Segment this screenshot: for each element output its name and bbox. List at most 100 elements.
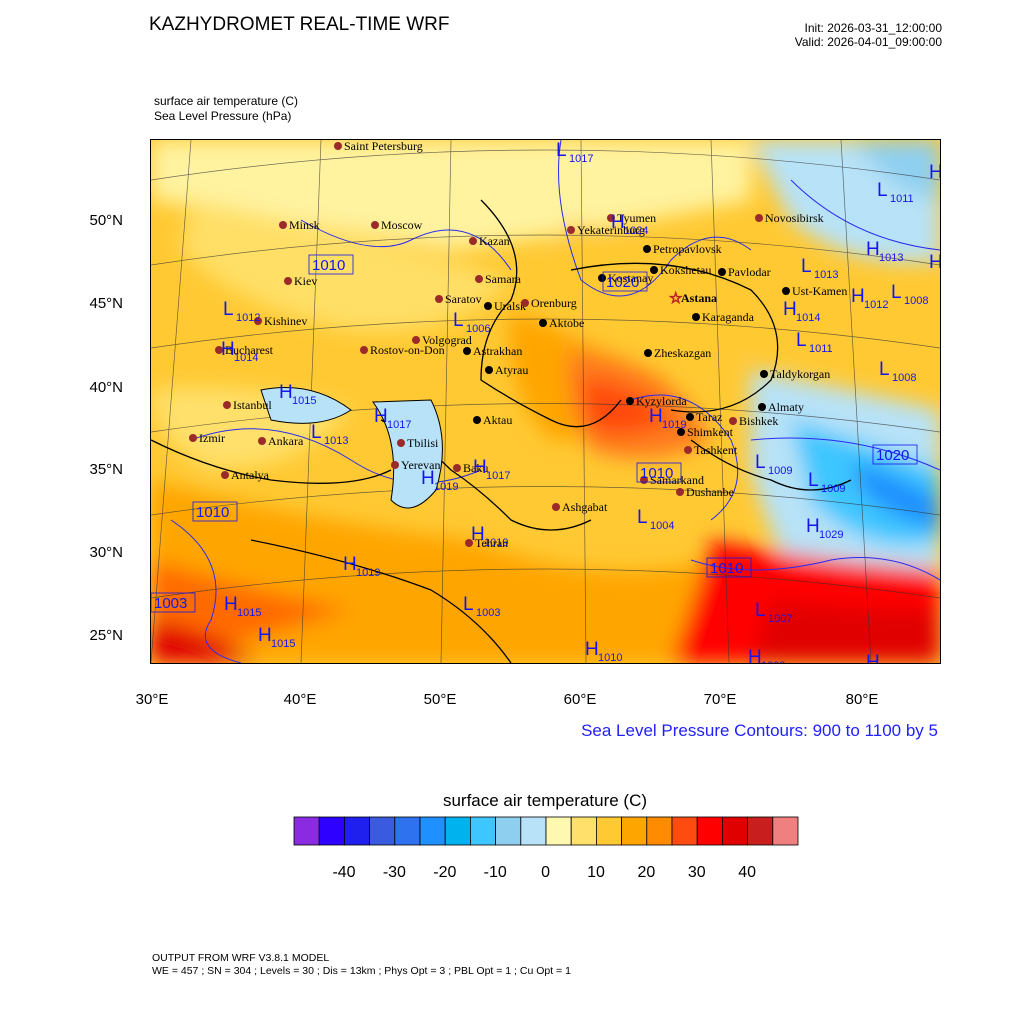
isobar-labels: 1010 1020 1010 1010 1020 1010 1003 <box>151 254 918 613</box>
city-marker: Petropavlovsk <box>643 242 722 256</box>
svg-text:1013: 1013 <box>324 435 348 447</box>
high-pressure-label: H 1010 <box>585 639 622 663</box>
city-marker: Volgograd <box>412 333 472 347</box>
city-marker: Taldykorgan <box>760 367 830 381</box>
colorbar-tick-label: -40 <box>332 864 356 881</box>
svg-text:1010: 1010 <box>598 652 622 663</box>
city-marker: Pavlodar <box>718 265 771 279</box>
city-label: Kiev <box>294 274 317 288</box>
high-pressure-label: H 1024 <box>611 212 648 237</box>
colorbar-swatch <box>570 816 597 846</box>
city-marker: Tehran <box>465 536 508 550</box>
city-label: Atyrau <box>495 363 528 377</box>
city-label: Kyzylorda <box>636 394 687 408</box>
city-marker: Kishinev <box>254 314 307 328</box>
city-label: Ankara <box>268 434 304 448</box>
svg-text:1024: 1024 <box>624 225 648 237</box>
colorbar-swatch <box>747 816 774 846</box>
city-label: Orenburg <box>531 296 577 310</box>
high-pressure-label: H 1015 <box>279 382 316 407</box>
city-marker: Ankara <box>258 434 304 448</box>
svg-text:H: H <box>421 468 435 489</box>
svg-text:H: H <box>224 594 238 615</box>
lon-label: 30°E <box>135 691 169 708</box>
colorbar-swatch <box>696 816 723 846</box>
svg-text:L: L <box>463 594 474 615</box>
low-pressure-label: L 1008 <box>891 282 928 307</box>
colorbar <box>293 816 799 846</box>
chart-title: KAZHYDROMET REAL-TIME WRF <box>149 14 450 35</box>
colorbar-tick-label: 40 <box>738 864 757 881</box>
svg-text:H: H <box>585 639 599 660</box>
city-marker: Novosibirsk <box>755 211 824 225</box>
colorbar-swatch <box>394 816 421 846</box>
city-label: Taldykorgan <box>770 367 830 381</box>
city-marker: Antalya <box>221 468 270 482</box>
low-pressure-label: L 1011 <box>796 330 833 355</box>
colorbar-swatch <box>495 816 522 846</box>
high-pressure-label: H1009 <box>748 647 785 663</box>
svg-text:☆: ☆ <box>669 290 682 307</box>
caspian-sea <box>372 399 443 509</box>
city-label: Karaganda <box>702 310 755 324</box>
city-marker: Tashkent <box>684 443 738 457</box>
slp-contour-note: Sea Level Pressure Contours: 900 to 1100… <box>581 721 938 740</box>
svg-text:L: L <box>311 422 322 443</box>
city-marker: Samara <box>475 272 522 286</box>
city-marker: Bucharest <box>215 343 274 357</box>
city-label: Astrakhan <box>473 344 522 358</box>
city-label: Shimkent <box>687 425 734 439</box>
high-pressure-label: H1018 <box>866 652 880 663</box>
svg-text:1017: 1017 <box>387 419 411 431</box>
borders <box>151 199 852 663</box>
city-label: Moscow <box>381 218 423 232</box>
svg-text:H: H <box>866 239 880 260</box>
footer-params: WE = 457 ; SN = 304 ; Levels = 30 ; Dis … <box>152 965 571 977</box>
city-label: Bucharest <box>225 343 274 357</box>
svg-text:1003: 1003 <box>154 595 187 612</box>
lat-label: 40°N <box>89 379 123 396</box>
city-marker: Kostanay <box>598 271 653 285</box>
svg-text:H: H <box>221 339 235 360</box>
city-marker: Karaganda <box>692 310 755 324</box>
svg-text:H: H <box>374 406 388 427</box>
city-label: Baku <box>463 461 488 475</box>
colorbar-tick-label: 20 <box>637 864 656 881</box>
city-label: Kazan <box>479 234 510 248</box>
high-pressure-label: H 1017 <box>374 406 411 431</box>
svg-text:1009: 1009 <box>761 660 785 663</box>
svg-text:L: L <box>808 470 819 491</box>
colorbar-swatch <box>595 816 622 846</box>
city-marker: Bishkek <box>729 414 778 428</box>
svg-text:1009: 1009 <box>821 483 845 495</box>
colorbar-swatch <box>318 816 345 846</box>
city-label: Ust-Kamen <box>792 284 847 298</box>
colorbar-swatch <box>444 816 471 846</box>
city-marker: Baku <box>453 461 488 475</box>
svg-text:L: L <box>796 330 807 351</box>
city-marker: Kiev <box>284 274 317 288</box>
city-label: Bishkek <box>739 414 778 428</box>
svg-text:1019: 1019 <box>484 537 508 549</box>
svg-text:1003: 1003 <box>476 607 500 619</box>
svg-text:L: L <box>801 256 812 277</box>
svg-text:1014: 1014 <box>796 312 820 324</box>
city-label: Petropavlovsk <box>653 242 722 256</box>
city-label: Yekaterinburg <box>577 223 645 237</box>
lat-label: 30°N <box>89 544 123 561</box>
city-marker: Tyumen <box>607 211 656 225</box>
svg-text:1010: 1010 <box>196 504 229 521</box>
city-label: Istanbul <box>233 398 272 412</box>
field-temperature: surface air temperature (C) <box>154 94 299 108</box>
svg-text:1019: 1019 <box>434 481 458 493</box>
svg-text:L: L <box>879 359 890 380</box>
city-label: Volgograd <box>422 333 472 347</box>
init-time: Init: 2026-03-31_12:00:00 <box>804 21 942 35</box>
city-label: Samara <box>485 272 522 286</box>
isobar-value: 1010 <box>636 462 682 483</box>
high-pressure-label: H <box>929 252 940 273</box>
svg-text:H: H <box>258 625 272 646</box>
colorbar-tick-label: 10 <box>587 864 605 881</box>
city-label: Ashgabat <box>562 500 608 514</box>
svg-text:1015: 1015 <box>292 395 316 407</box>
